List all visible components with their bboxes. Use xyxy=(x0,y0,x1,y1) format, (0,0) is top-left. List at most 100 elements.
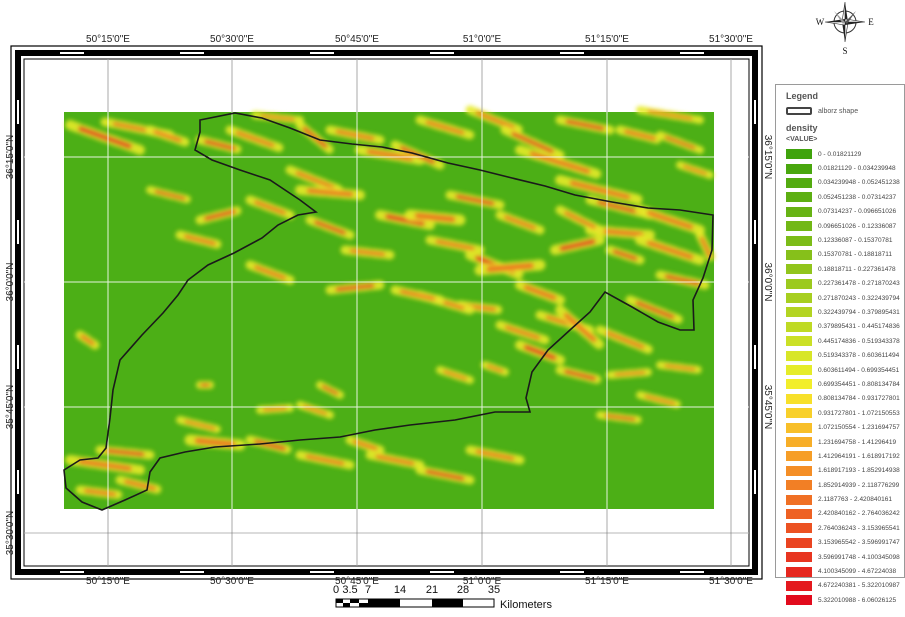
lon-label: 51°15'0"E xyxy=(585,34,629,45)
density-streak-core xyxy=(475,449,515,461)
lat-label: 35°45'0"N xyxy=(762,385,773,430)
density-streak-core xyxy=(352,439,378,451)
density-streak-core xyxy=(565,119,605,131)
density-streak-core xyxy=(204,209,236,221)
legend-swatch xyxy=(786,177,812,188)
legend-swatch xyxy=(786,508,812,519)
density-streak-core xyxy=(523,284,557,301)
density-streak-core xyxy=(314,220,346,235)
alborz-boundary xyxy=(63,112,714,511)
density-streak-core xyxy=(425,469,465,481)
density-streak-core xyxy=(647,110,693,120)
lat-label: 35°45'0"N xyxy=(5,385,16,430)
legend-label: 0.808134784 - 0.931727801 xyxy=(818,395,900,403)
density-streak-core xyxy=(683,165,707,175)
legend-swatch xyxy=(786,552,812,563)
scale-bar: 0 3.5 7 14 21 28 35 Kilometers xyxy=(333,584,553,611)
density-streak-core xyxy=(78,459,132,471)
density-raster xyxy=(64,112,714,509)
density-streak-core xyxy=(425,120,465,135)
legend-swatch xyxy=(786,465,812,476)
lon-label: 50°15'0"E xyxy=(86,34,130,45)
legend-swatch xyxy=(786,480,812,491)
legend-item: 1.852914939 - 2.118776299 xyxy=(786,478,900,492)
density-streak-core xyxy=(475,111,515,129)
density-streak-core xyxy=(184,234,216,246)
legend-item: 2.1187763 - 2.420840161 xyxy=(786,492,900,506)
legend-label: 0.445174836 - 0.519343378 xyxy=(818,337,900,345)
legend-item: 3.153965542 - 3.596991747 xyxy=(786,536,900,550)
legend-item: 1.231694758 - 1.41296419 xyxy=(786,435,900,449)
raster-name: density xyxy=(786,123,818,133)
legend-item: 0.07314237 - 0.096651026 xyxy=(786,205,900,219)
density-streak-core xyxy=(699,236,713,259)
legend-swatch xyxy=(786,523,812,534)
density-streak-core xyxy=(335,129,375,141)
density-streak-core xyxy=(559,239,596,251)
density-streak-core xyxy=(263,406,287,412)
density-streak-core xyxy=(455,194,495,206)
layer-name: alborz shape xyxy=(818,107,859,115)
legend-item: 0.18818711 - 0.227361478 xyxy=(786,262,900,276)
legend-panel: Legend alborz shape density <VALUE> 0 - … xyxy=(775,84,905,606)
legend-label: 2.764036243 - 3.153965541 xyxy=(818,524,900,532)
legend-item: 1.618917193 - 1.852914938 xyxy=(786,464,900,478)
scale-tick: 28 xyxy=(457,584,469,596)
legend-swatch xyxy=(786,365,812,376)
scale-tick: 7 xyxy=(365,584,371,596)
legend-item: 3.596991748 - 4.100345098 xyxy=(786,550,900,564)
density-streak-core xyxy=(385,214,425,226)
lon-label: 50°15'0"E xyxy=(86,576,130,587)
lon-label: 50°45'0"E xyxy=(335,34,379,45)
scale-tick: 3.5 xyxy=(342,584,357,596)
scale-tick: 14 xyxy=(394,584,406,596)
density-streak-core xyxy=(624,129,656,141)
density-streak-core xyxy=(399,289,436,301)
density-streak-core xyxy=(646,210,694,230)
density-streak-core xyxy=(664,135,696,150)
legend-swatch xyxy=(786,206,812,217)
lon-label: 50°30'0"E xyxy=(210,34,254,45)
legend-item: 0.271870243 - 0.322439794 xyxy=(786,291,900,305)
lat-label: 36°0'0"N xyxy=(762,263,773,302)
lat-labels-left: 36°15'0"N 36°0'0"N 35°45'0"N 35°30'0"N xyxy=(5,135,16,556)
legend-label: 0.519343378 - 0.603611494 xyxy=(818,352,900,360)
density-streak-core xyxy=(523,344,557,361)
legend-swatch xyxy=(786,566,812,577)
legend-label: 2.420840162 - 2.764036242 xyxy=(818,510,900,518)
compass-e-label: E xyxy=(868,17,874,27)
compass-w-label: W xyxy=(816,17,825,27)
density-streak-core xyxy=(435,239,475,251)
legend-label: 4.672240381 - 5.322010987 xyxy=(818,582,900,590)
legend-swatch xyxy=(786,350,812,361)
lat-label: 35°30'0"N xyxy=(5,511,16,556)
legend-item: 0.699354451 - 0.808134784 xyxy=(786,377,900,391)
density-streak-core xyxy=(153,129,182,143)
value-label: <VALUE> xyxy=(786,136,818,143)
legend-item: 0.227361478 - 0.271870243 xyxy=(786,277,900,291)
density-streak-core xyxy=(414,212,456,223)
boundary-swatch xyxy=(786,107,812,115)
legend-item: 2.764036243 - 3.153965541 xyxy=(786,521,900,535)
legend-swatch xyxy=(786,537,812,548)
density-streak-core xyxy=(375,454,415,466)
lat-label: 36°15'0"N xyxy=(5,135,16,180)
legend-label: 0.271870243 - 0.322439794 xyxy=(818,294,900,302)
lon-label: 51°0'0"E xyxy=(463,34,502,45)
legend-item: 2.420840162 - 2.764036242 xyxy=(786,507,900,521)
lon-label: 50°45'0"E xyxy=(335,576,379,587)
legend-item: 5.322010988 - 6.06026125 xyxy=(786,593,900,607)
lon-label: 50°30'0"E xyxy=(210,576,254,587)
density-streak-core xyxy=(604,414,636,421)
legend-label: 1.231694758 - 1.41296419 xyxy=(818,438,897,446)
density-streak-core xyxy=(105,448,145,457)
legend-swatch xyxy=(786,192,812,203)
legend-label: 0.15370781 - 0.18818711 xyxy=(818,251,892,259)
density-streak-core xyxy=(605,331,645,349)
density-streak-core xyxy=(644,395,676,405)
density-streak-core xyxy=(486,262,534,273)
density-streak-core xyxy=(184,420,216,430)
lat-label: 36°15'0"N xyxy=(762,135,773,180)
legend-item: 0.322439794 - 0.379895431 xyxy=(786,305,900,319)
legend-swatch xyxy=(786,221,812,232)
